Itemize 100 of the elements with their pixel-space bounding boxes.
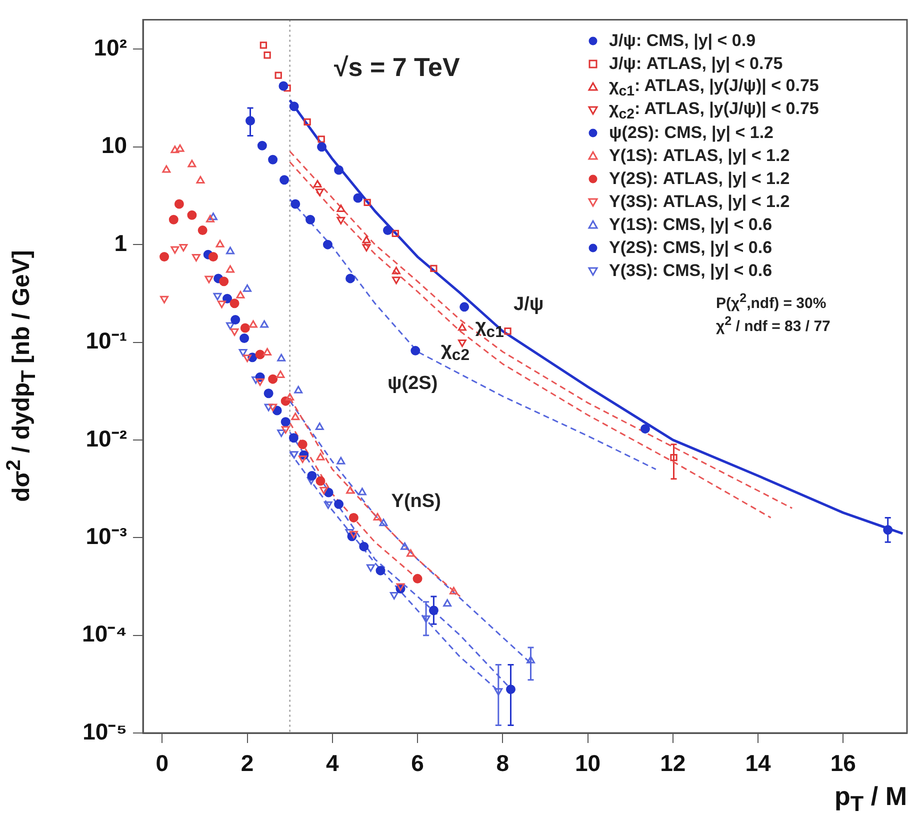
point [263, 348, 272, 356]
point [255, 350, 265, 360]
point [294, 386, 303, 394]
point [236, 290, 245, 298]
annotation: χ$_{c1}$ [475, 316, 504, 342]
point [291, 412, 300, 420]
point [313, 180, 322, 188]
point [364, 198, 371, 206]
point [179, 244, 188, 252]
x-axis-title: p$_{T}$ / M [834, 781, 907, 818]
point [373, 512, 382, 520]
legend-label: χ$_{c1}$: ATLAS, |y(J/ψ)| < 0.75 [609, 76, 819, 99]
point [289, 102, 299, 112]
point [400, 542, 409, 550]
point [246, 116, 256, 126]
legend-label: Υ(2S): ATLAS, |y| < 1.2 [609, 169, 790, 190]
point [366, 564, 375, 572]
point [290, 199, 300, 209]
point [382, 226, 392, 236]
legend-label: Υ(1S): CMS, |y| < 0.6 [609, 215, 772, 236]
legend-label: Υ(1S): ATLAS, |y| < 1.2 [609, 146, 790, 166]
point [504, 328, 512, 335]
point [410, 346, 420, 356]
legend-label: ψ(2S): CMS, |y| < 1.2 [609, 123, 774, 144]
point [406, 549, 415, 557]
y-tick-label: 10⁻⁴ [82, 620, 127, 647]
point [174, 199, 184, 209]
annotation: P(χ$^{2}$,ndf) = 30% [716, 290, 826, 312]
point [243, 354, 252, 362]
point [315, 188, 324, 196]
point [276, 370, 285, 378]
point [290, 451, 298, 459]
point [883, 525, 893, 535]
x-tick-label: 6 [411, 750, 424, 776]
point [390, 592, 398, 600]
annotation: χ$^{2}$ / ndf = 83 / 77 [716, 314, 830, 336]
point [219, 276, 229, 286]
x-tick-label: 12 [660, 750, 686, 776]
point [240, 333, 250, 343]
point [318, 136, 325, 143]
point [268, 154, 278, 164]
point [316, 452, 325, 460]
point [353, 193, 363, 203]
point [168, 214, 178, 224]
legend-label: Υ(3S): ATLAS, |y| < 1.2 [609, 192, 790, 212]
point [670, 454, 678, 462]
y-tick-label: 10⁻² [86, 425, 128, 452]
point [324, 501, 332, 509]
point [198, 226, 208, 236]
point [176, 144, 184, 152]
point [336, 216, 346, 224]
y-tick-label: 10 [101, 132, 127, 158]
point [640, 424, 650, 434]
point [346, 486, 354, 494]
point [280, 417, 290, 427]
point [306, 214, 316, 224]
y-tick-label: 1 [114, 230, 128, 256]
point [226, 246, 234, 254]
annotation: Υ(nS) [391, 490, 441, 512]
point [208, 252, 218, 262]
point [280, 175, 290, 185]
point [349, 530, 358, 538]
point [230, 298, 240, 308]
point [526, 656, 535, 664]
point [412, 574, 422, 584]
point [162, 165, 171, 173]
x-tick-label: 16 [830, 750, 856, 776]
point [346, 274, 356, 284]
point [317, 142, 327, 152]
point [213, 292, 222, 300]
point [392, 266, 400, 274]
point [249, 320, 258, 328]
point [188, 160, 196, 168]
point [216, 240, 224, 248]
point [288, 433, 298, 443]
point [428, 606, 438, 616]
point [170, 246, 180, 254]
point [218, 300, 226, 308]
point [307, 471, 317, 480]
point [286, 393, 294, 401]
point [358, 488, 366, 496]
point [204, 276, 214, 284]
legend-label: J/ψ: ATLAS, |y| < 0.75 [609, 54, 783, 74]
point [392, 276, 400, 284]
point [277, 429, 286, 437]
x-tick-label: 4 [326, 750, 340, 776]
annotation: ψ(2S) [387, 372, 438, 395]
point [506, 684, 516, 694]
point [315, 422, 324, 430]
point [298, 455, 307, 463]
point [304, 118, 311, 126]
point [160, 296, 168, 304]
y-tick-label: 10⁻¹ [86, 328, 127, 354]
point [256, 378, 264, 386]
point [264, 52, 271, 59]
point [392, 230, 399, 238]
point [334, 499, 344, 509]
point [196, 176, 205, 184]
point [226, 265, 234, 273]
point [336, 456, 346, 464]
